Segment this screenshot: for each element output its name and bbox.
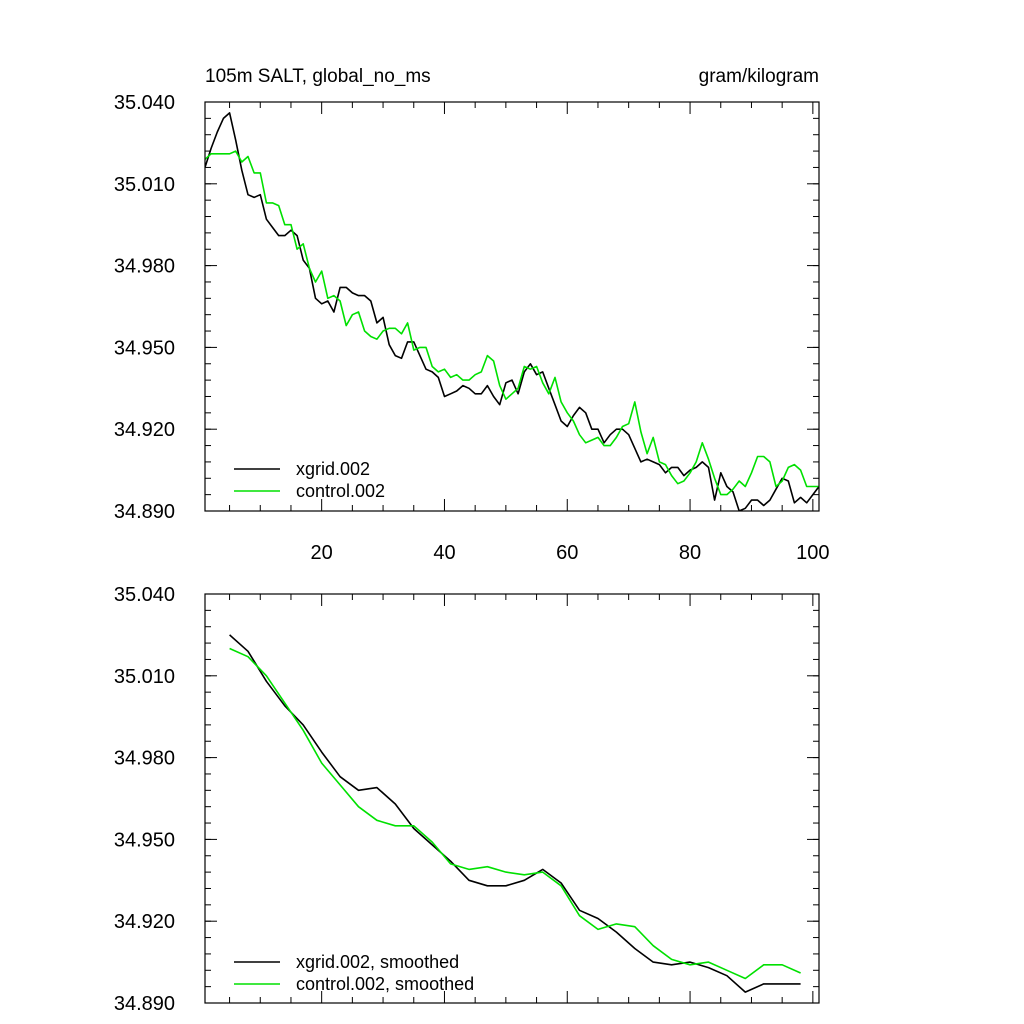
x-tick-label: 60 bbox=[556, 542, 578, 564]
legend-label: control.002 bbox=[296, 481, 385, 501]
legend-label: control.002, smoothed bbox=[296, 974, 474, 994]
y-tick-label: 34.980 bbox=[114, 256, 175, 278]
y-tick-label: 34.920 bbox=[114, 911, 175, 933]
y-tick-label: 35.040 bbox=[114, 584, 175, 606]
y-tick-label: 35.010 bbox=[114, 666, 175, 688]
bottom-panel-ticks: 34.890 34.920 34.950 34.980 35.010 35.040 bbox=[114, 584, 819, 1015]
series-line-control bbox=[229, 647, 801, 980]
chart-units: gram/kilogram bbox=[699, 66, 819, 87]
y-tick-label: 34.890 bbox=[114, 993, 175, 1015]
legend-label: xgrid.002 bbox=[296, 459, 370, 479]
y-tick-label: 34.980 bbox=[114, 748, 175, 770]
y-tick-label: 34.950 bbox=[114, 829, 175, 851]
top-panel: 34.890 34.920 34.950 34.980 35.010 35.040 20 40… bbox=[114, 66, 830, 564]
x-tick-label: 40 bbox=[433, 542, 455, 564]
chart-title: 105m SALT, global_no_ms bbox=[205, 66, 431, 87]
bottom-panel-lines bbox=[229, 634, 801, 993]
y-tick-label: 34.890 bbox=[114, 501, 175, 523]
bottom-panel: 34.890 34.920 34.950 34.980 35.010 35.040 xgr… bbox=[114, 584, 820, 1015]
y-tick-label: 35.010 bbox=[114, 174, 175, 196]
series-line-control bbox=[205, 150, 819, 496]
top-panel-ticks: 34.890 34.920 34.950 34.980 35.010 35.040 20 40… bbox=[114, 92, 830, 564]
series-line-xgrid bbox=[229, 634, 801, 993]
top-panel-lines bbox=[205, 112, 819, 511]
x-tick-label: 80 bbox=[679, 542, 701, 564]
bottom-plot-frame bbox=[204, 593, 820, 1004]
top-plot-frame bbox=[204, 101, 820, 512]
x-tick-label: 100 bbox=[796, 542, 829, 564]
y-tick-label: 35.040 bbox=[114, 92, 175, 114]
y-tick-label: 34.920 bbox=[114, 419, 175, 441]
series-line-xgrid bbox=[205, 112, 819, 511]
x-tick-label: 20 bbox=[311, 542, 333, 564]
y-tick-label: 34.950 bbox=[114, 337, 175, 359]
legend-label: xgrid.002, smoothed bbox=[296, 952, 459, 972]
